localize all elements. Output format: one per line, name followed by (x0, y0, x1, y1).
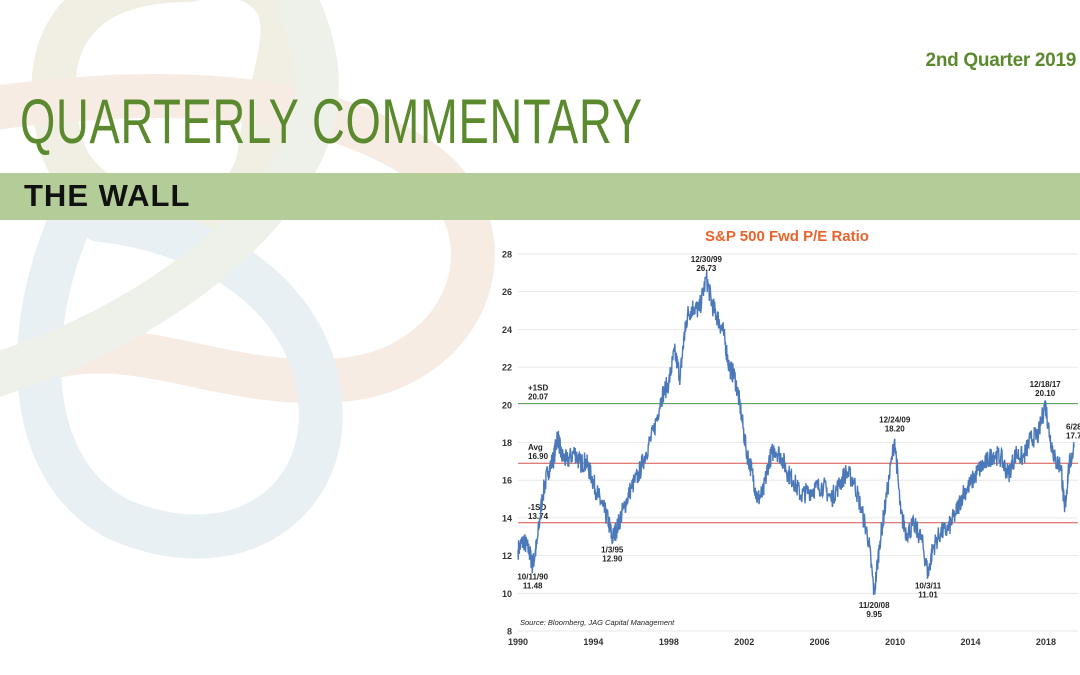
annotation-date: 10/11/90 (517, 572, 548, 581)
x-tick-label: 1994 (583, 637, 603, 647)
annotation-value: 17.74 (1066, 431, 1080, 440)
annotation-value: 20.10 (1035, 389, 1056, 398)
chart-title: S&P 500 Fwd P/E Ratio (705, 228, 869, 245)
x-tick-label: 2002 (734, 637, 754, 647)
annotation-value: 9.95 (866, 610, 882, 619)
annotation-date: 12/18/17 (1030, 380, 1062, 389)
x-tick-label: 2006 (810, 637, 830, 647)
quarter-label: 2nd Quarter 2019 (925, 50, 1077, 71)
annotation-value: 11.01 (918, 590, 938, 599)
reference-line-label: +1SD (528, 383, 548, 392)
annotation-date: 6/28/19 (1066, 422, 1080, 431)
annotation-date: 12/24/09 (879, 416, 911, 425)
annotation-date: 10/3/11 (915, 581, 942, 590)
annotation-date: 11/20/08 (859, 601, 890, 610)
reference-line-value: 13.74 (528, 512, 549, 521)
section-banner (0, 173, 1080, 220)
chart-grid (518, 253, 1078, 632)
y-tick-label: 22 (502, 363, 512, 373)
reference-line-label: Avg (528, 443, 543, 452)
x-axis: 1990 1994 1998 2002 2006 2010 2014 2018 (508, 637, 1056, 647)
y-tick-label: 18 (502, 438, 512, 448)
x-tick-label: 1990 (508, 637, 528, 647)
x-tick-label: 2014 (961, 637, 981, 647)
y-tick-label: 28 (502, 250, 512, 260)
annotation-value: 26.73 (696, 264, 717, 273)
y-tick-label: 8 (507, 627, 512, 637)
annotation-date: 1/3/95 (601, 546, 624, 555)
page-title: QUARTERLY COMMENTARY (20, 87, 643, 157)
y-tick-label: 24 (502, 325, 512, 335)
reference-line-value: 16.90 (528, 452, 549, 461)
y-tick-label: 26 (502, 287, 512, 297)
annotation-value: 18.20 (885, 425, 906, 434)
section-title: THE WALL (24, 178, 191, 213)
y-tick-label: 16 (502, 476, 512, 486)
x-tick-label: 2010 (885, 637, 905, 647)
chart-source: Source: Bloomberg, JAG Capital Managemen… (520, 618, 675, 627)
y-tick-label: 20 (502, 400, 512, 410)
pe-ratio-series-line (517, 270, 1075, 596)
x-tick-label: 1998 (659, 637, 679, 647)
annotation-value: 11.48 (523, 581, 543, 590)
annotation-value: 12.90 (602, 555, 623, 564)
reference-line-value: 20.07 (528, 392, 549, 401)
pe-ratio-chart: S&P 500 Fwd P/E Ratio 8 10 12 14 16 18 20 22 24 2… (502, 228, 1080, 647)
x-tick-label: 2018 (1036, 637, 1056, 647)
y-axis: 8 10 12 14 16 18 20 22 24 26 28 (502, 250, 512, 637)
y-tick-label: 12 (502, 551, 512, 561)
y-tick-label: 10 (502, 589, 512, 599)
y-tick-label: 14 (502, 513, 512, 523)
reference-line-label: -1SD (528, 503, 546, 512)
annotation-date: 12/30/99 (691, 255, 723, 264)
